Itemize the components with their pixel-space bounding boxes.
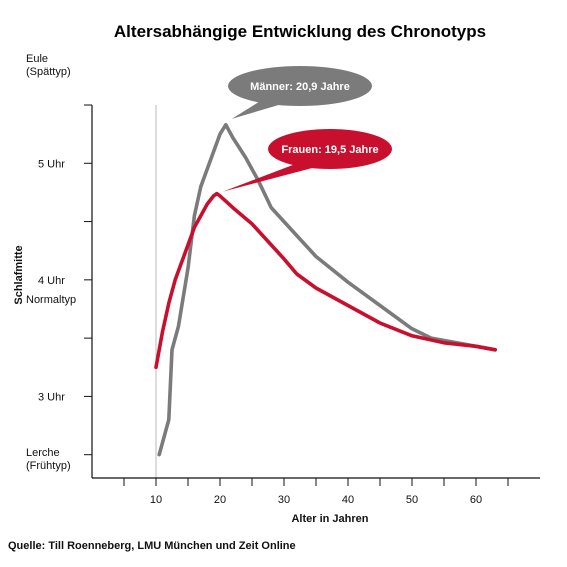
- y-annotation-label: Eule: [26, 53, 48, 65]
- source-note: Quelle: Till Roenneberg, LMU München und…: [8, 540, 296, 552]
- x-tick-label: 60: [470, 494, 482, 506]
- y-tick-label: 5 Uhr: [38, 158, 65, 170]
- series-lines: [154, 123, 497, 457]
- callout-bubble: [228, 66, 372, 106]
- x-axis-title: Alter in Jahren: [291, 513, 368, 525]
- y-annotation-label: (Spättyp): [26, 66, 71, 78]
- callout-tail: [231, 100, 282, 119]
- y-tick-label: 4 Uhr: [38, 275, 65, 287]
- chart-title: Altersabhängige Entwicklung des Chronoty…: [114, 22, 486, 41]
- y-annotation-label: Normaltyp: [26, 294, 76, 306]
- x-tick-label: 40: [342, 494, 354, 506]
- axes: [84, 104, 540, 486]
- callout-label: Männer: 20,9 Jahre: [250, 81, 350, 93]
- x-tick-label: 30: [278, 494, 290, 506]
- y-tick-label: 3 Uhr: [38, 391, 65, 403]
- callouts: Männer: 20,9 Jahre Frauen: 19,5 Jahre: [222, 66, 392, 192]
- callout-bubble: [268, 129, 392, 169]
- y-annotation-label: (Frühtyp): [26, 460, 71, 472]
- x-tick-label: 10: [150, 494, 162, 506]
- y-axis-title: Schlafmitte: [13, 245, 25, 304]
- series-line-frauen: [154, 191, 497, 370]
- callout-label: Frauen: 19,5 Jahre: [281, 144, 378, 156]
- y-annotation-label: Lerche: [26, 447, 60, 459]
- x-tick-labels: 10 20 30 40 50 60: [150, 494, 482, 506]
- y-tick-labels: 5 Uhr 4 Uhr 3 Uhr: [38, 158, 65, 403]
- x-tick-label: 20: [214, 494, 226, 506]
- y-annotations: Eule(Spättyp) Normaltyp Lerche(Frühtyp): [26, 53, 76, 472]
- callout-tail: [222, 163, 316, 192]
- series-line-männer: [157, 123, 497, 457]
- x-tick-label: 50: [406, 494, 418, 506]
